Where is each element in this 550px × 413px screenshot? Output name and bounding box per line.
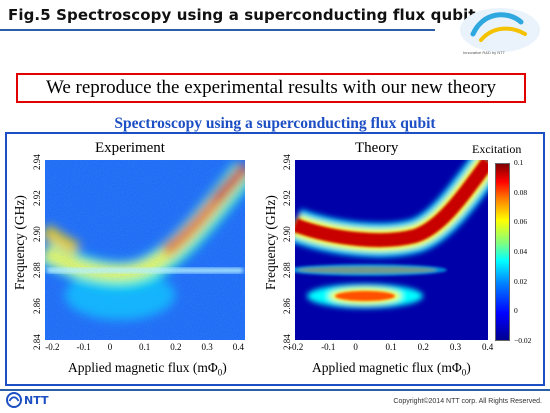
theory-title: Theory bbox=[355, 140, 399, 156]
theory-xlabel: Applied magnetic flux (mΦ0) bbox=[312, 360, 471, 378]
x-tick-label: 0 bbox=[107, 342, 113, 352]
callout-box: We reproduce the experimental results wi… bbox=[16, 73, 526, 103]
footer-rule bbox=[0, 389, 550, 391]
x-tick-label: -0.2 bbox=[45, 342, 60, 352]
footer-copyright: Copyright©2014 NTT corp. All Rights Rese… bbox=[393, 398, 542, 405]
colorbar bbox=[495, 163, 510, 341]
colorbar-tick-label: 0 bbox=[514, 306, 518, 316]
x-tick-label: 0.4 bbox=[232, 342, 244, 352]
colorbar-tick-label: 0.08 bbox=[514, 187, 528, 197]
y-tick-label: 2.92 bbox=[32, 190, 42, 206]
x-tick-label: 0 bbox=[353, 342, 358, 352]
experiment-title: Experiment bbox=[95, 140, 165, 156]
y-tick-label: 2.84 bbox=[32, 334, 42, 350]
theory-heatmap bbox=[295, 160, 488, 340]
x-tick-label: -0.1 bbox=[321, 342, 336, 352]
colorbar-tick-label: 0.1 bbox=[514, 158, 524, 167]
y-tick-label: 2.88 bbox=[282, 262, 292, 278]
x-tick-label: 0.4 bbox=[482, 342, 494, 352]
footer-company: NTT bbox=[24, 394, 49, 407]
colorbar-label: Excitation bbox=[472, 142, 522, 156]
y-tick-label: 2.90 bbox=[32, 226, 42, 242]
x-tick-label: 0.2 bbox=[417, 342, 429, 352]
x-tick-label: 0.1 bbox=[139, 342, 151, 352]
y-tick-label: 2.90 bbox=[282, 226, 292, 242]
colorbar-tick-label: 0.02 bbox=[514, 276, 528, 286]
experiment-heatmap bbox=[45, 160, 245, 340]
x-tick-label: 0.3 bbox=[449, 342, 462, 352]
y-tick-label: 2.94 bbox=[32, 154, 42, 170]
x-tick-label: 0.3 bbox=[201, 342, 213, 352]
ntt-rd-logo bbox=[460, 8, 540, 52]
experiment-ylabel: Frequency (GHz) bbox=[12, 195, 27, 290]
x-tick-label: 0.2 bbox=[170, 342, 182, 352]
experiment-xlabel: Applied magnetic flux (mΦ0) bbox=[68, 360, 227, 378]
x-tick-label: -0.1 bbox=[76, 342, 91, 352]
y-tick-label: 2.92 bbox=[282, 190, 292, 206]
y-tick-label: 2.86 bbox=[32, 298, 42, 314]
y-tick-label: 2.94 bbox=[282, 154, 292, 170]
page-title: Fig.5 Spectroscopy using a superconducti… bbox=[8, 6, 476, 24]
logo-text: Innovative R&D by NTT bbox=[463, 50, 506, 55]
x-tick-label: 0.1 bbox=[385, 342, 397, 352]
y-tick-label: 2.86 bbox=[282, 298, 292, 314]
figure-frame bbox=[5, 132, 545, 386]
figure-subtitle: Spectroscopy using a superconducting flu… bbox=[114, 115, 436, 132]
title-rule bbox=[0, 29, 435, 31]
colorbar-tick-label: −0.02 bbox=[514, 336, 532, 345]
theory-ylabel: Frequency (GHz) bbox=[263, 195, 278, 290]
y-tick-label: 2.84 bbox=[282, 334, 292, 350]
ntt-logo-icon bbox=[6, 392, 22, 408]
colorbar-tick-label: 0.06 bbox=[514, 217, 528, 227]
x-tick-label: -0.2 bbox=[289, 342, 304, 352]
colorbar-tick-label: 0.04 bbox=[514, 247, 528, 256]
y-tick-label: 2.88 bbox=[32, 262, 42, 278]
